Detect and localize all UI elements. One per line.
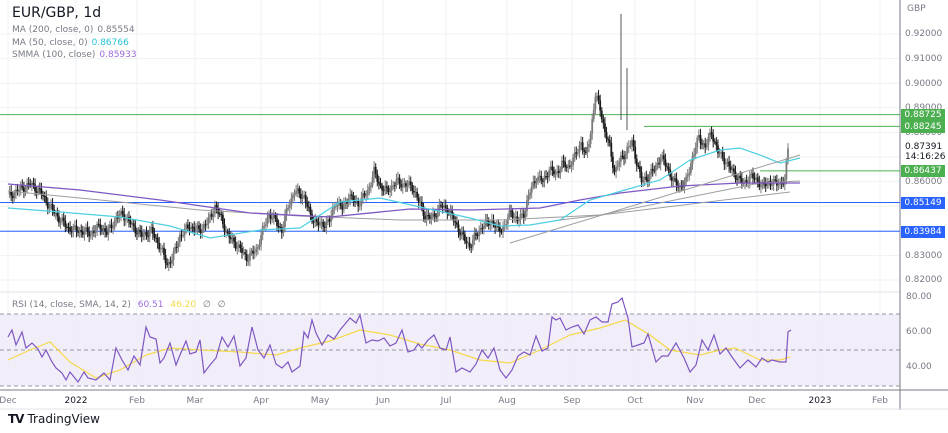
time-tick: Sep bbox=[563, 396, 581, 406]
rsi-tick: 60.00 bbox=[906, 327, 932, 337]
time-tick: Aug bbox=[498, 396, 516, 406]
price-tick: 0.88000 bbox=[905, 128, 943, 138]
time-tick: May bbox=[310, 396, 330, 406]
tradingview-logo-icon: TV bbox=[8, 412, 25, 426]
time-tick: Nov bbox=[686, 396, 704, 406]
time-tick: 2023 bbox=[808, 396, 832, 406]
rsi-extra-2: ∅ bbox=[217, 300, 226, 310]
price-tick: 0.90000 bbox=[905, 79, 943, 89]
rsi-ma-value: 46.20 bbox=[170, 300, 197, 310]
rsi-value: 60.51 bbox=[137, 300, 164, 310]
rsi-tick: 80.00 bbox=[906, 292, 932, 302]
time-tick: 2022 bbox=[64, 396, 88, 406]
time-tick: Jun bbox=[375, 396, 391, 406]
price-tick: 0.86000 bbox=[905, 177, 943, 187]
time-tick: Apr bbox=[253, 396, 269, 406]
current-price-box: 0.87391 14:16:26 bbox=[901, 141, 947, 163]
price-tag-level: 0.88245 bbox=[901, 121, 945, 133]
indicator-label: MA (200, close, 0) bbox=[12, 25, 94, 35]
indicator-value: 0.85933 bbox=[99, 50, 137, 60]
rsi-extra-1: ∅ bbox=[203, 300, 211, 310]
countdown: 14:16:26 bbox=[905, 152, 946, 162]
price-tag-level: 0.85149 bbox=[901, 197, 945, 209]
brand-name: TradingView bbox=[27, 412, 100, 426]
price-tick: 0.91000 bbox=[905, 54, 943, 64]
time-tick: Dec bbox=[0, 396, 17, 406]
indicator-value: 0.85554 bbox=[97, 25, 135, 35]
price-tick: 0.92000 bbox=[905, 29, 943, 39]
rsi-label: RSI (14, close, SMA, 14, 2) bbox=[12, 300, 131, 310]
price-tag-level: 0.83984 bbox=[901, 226, 945, 238]
time-tick: Mar bbox=[186, 396, 204, 406]
rsi-legend[interactable]: RSI (14, close, SMA, 14, 2) 60.51 46.20 … bbox=[12, 300, 230, 310]
price-tag-level: 0.88725 bbox=[901, 109, 945, 121]
rsi-tick: 40.00 bbox=[906, 362, 932, 372]
time-tick: Dec bbox=[748, 396, 766, 406]
indicator-ma200[interactable]: MA (200, close, 0) 0.85554 bbox=[12, 24, 137, 37]
symbol-title[interactable]: EUR/GBP, 1d bbox=[12, 5, 102, 21]
time-tick: Feb bbox=[129, 396, 145, 406]
indicator-smma100[interactable]: SMMA (100, close) 0.85933 bbox=[12, 49, 137, 62]
time-tick: Jul bbox=[440, 396, 452, 406]
price-tick: 0.83000 bbox=[905, 251, 943, 261]
current-price: 0.87391 bbox=[905, 142, 943, 152]
time-tick: Oct bbox=[627, 396, 643, 406]
price-tick: 0.89000 bbox=[905, 103, 943, 113]
indicator-label: MA (50, close, 0) bbox=[12, 37, 88, 48]
tradingview-branding[interactable]: TV TradingView bbox=[8, 412, 100, 426]
indicator-label: SMMA (100, close) bbox=[12, 50, 96, 60]
chart-legend: EUR/GBP, 1d MA (200, close, 0) 0.85554 MA… bbox=[12, 4, 137, 62]
indicator-value: 0.86766 bbox=[91, 37, 129, 48]
time-tick: Feb bbox=[872, 396, 888, 406]
indicator-ma50[interactable]: MA (50, close, 0) 0.86766 bbox=[12, 37, 137, 50]
price-tick: 0.82000 bbox=[905, 275, 943, 285]
currency-label: GBP bbox=[907, 4, 926, 14]
price-tag-level: 0.86437 bbox=[901, 165, 945, 177]
